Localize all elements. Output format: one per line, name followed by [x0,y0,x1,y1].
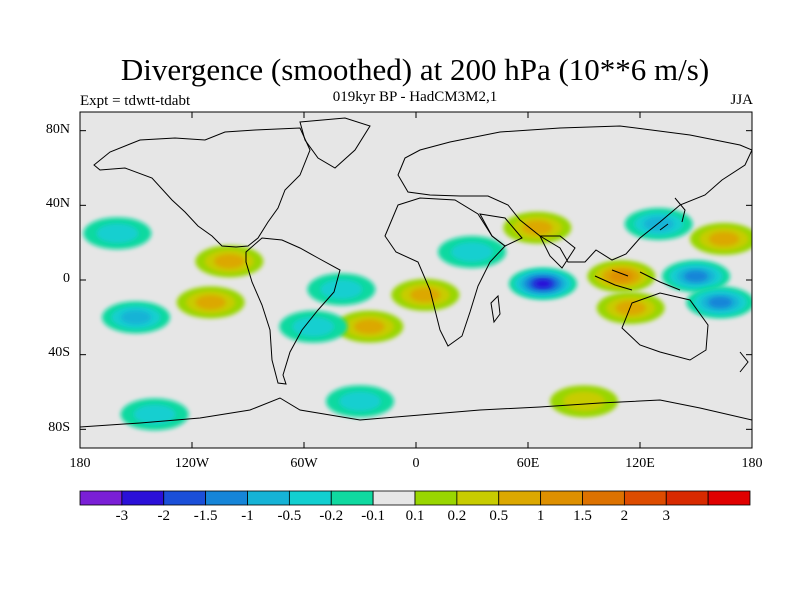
field-region-15-level-2 [120,310,152,325]
colorbar-label: 1 [536,508,545,524]
colorbar-label: 1.5 [573,508,592,524]
colorbar-swatch [456,490,500,506]
colorbar-swatch [665,490,709,506]
colorbar-swatch [288,490,332,506]
colorbar-label: -0.2 [319,508,344,524]
lat-label-80s: 80S [48,420,70,435]
colorbar [79,490,751,506]
field-region-2-level-3 [708,296,733,308]
colorbar-swatch [121,490,165,506]
lon-label-120w: 120W [174,456,210,471]
map-ticks [79,112,753,448]
field-region-4-level-2 [615,300,646,316]
colorbar-swatch [79,490,123,506]
field-region-19-level-1 [133,404,176,425]
colorbar-label: -0.1 [361,508,385,524]
colorbar-swatch [372,490,416,506]
field-region-0-level-5 [534,279,552,288]
lon-label-120e: 120E [625,456,655,471]
colorbar-swatch [498,490,542,506]
field-region-16-level-1 [96,223,139,244]
colorbar-swatch [623,490,667,506]
season-label: JJA [730,92,753,108]
field-region-3-level-3 [609,270,634,282]
colorbar-label: -0.5 [277,508,302,524]
colorbar-swatch [205,490,248,506]
field-region-17-level-1 [339,391,381,412]
lon-label-0: 0 [412,456,420,471]
lat-label-80n: 80N [45,122,70,137]
colorbar-label: 2 [620,508,629,524]
field-region-18-level-1 [563,391,605,412]
chart-title: Divergence (smoothed) at 200 hPa (10**6 … [120,52,710,87]
colorbar-label: 0.1 [405,508,425,524]
colorbar-label: -1 [241,508,254,524]
colorbar-label: -2 [157,508,171,524]
field-region-14-level-2 [195,295,226,310]
colorbar-label: -3 [115,508,129,524]
lon-label-180e: 180 [741,456,763,471]
colorbar-label: 0.5 [489,508,509,524]
colorbar-swatch [330,490,374,506]
coastlines [80,117,752,428]
lon-label-60e: 60E [516,456,540,471]
colorbar-swatch [247,490,290,506]
map-field [80,112,752,448]
colorbar-label: 3 [662,508,671,524]
colorbar-swatch [540,490,583,506]
colorbar-swatch [414,490,458,506]
lon-label-60w: 60W [290,456,318,471]
field-region-10-level-2 [354,319,385,334]
lon-label-180w: 180 [69,456,91,471]
lat-label-40n: 40N [45,196,70,211]
field-region-11-level-1 [320,279,363,300]
field-region-8-level-1 [451,242,493,262]
field-region-12-level-1 [292,316,335,337]
chart-subtitle: 019kyr BP - HadCM3M2,1 [332,89,498,105]
colorbar-swatch [707,490,751,506]
experiment-label: Expt = tdwtt-tdabt [80,93,191,109]
colorbar-label: -1.5 [193,508,218,524]
lat-label-0: 0 [63,271,70,286]
field-region-6-level-2 [643,216,674,232]
field-region-1-level-3 [684,270,708,282]
field-region-9-level-2 [410,287,441,303]
colorbar-swatch [582,490,625,506]
field-region-5-level-2 [708,231,740,247]
colorbar-label: 0.2 [447,508,467,524]
field-region-13-level-2 [214,254,245,269]
lat-label-40s: 40S [48,345,70,360]
colorbar-swatch [163,490,207,506]
field-region-7-level-2 [522,220,553,235]
field-blobs [83,208,752,431]
